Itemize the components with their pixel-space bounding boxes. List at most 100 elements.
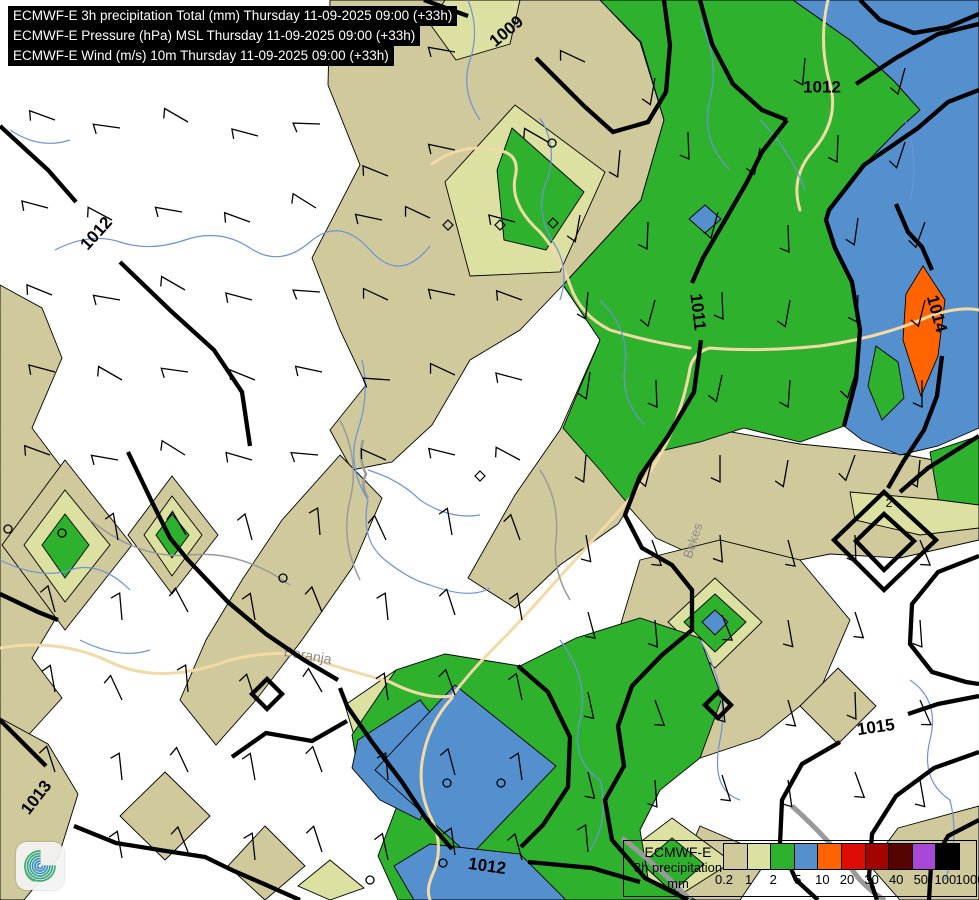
wind-barb bbox=[838, 454, 856, 482]
precip-area-khaki-0.2-1mm bbox=[227, 825, 306, 900]
legend-threshold-label: 1000 bbox=[955, 872, 979, 887]
wind-barb bbox=[374, 832, 389, 861]
wind-barb bbox=[785, 539, 796, 567]
wind-barb bbox=[908, 459, 921, 488]
wind-barb bbox=[438, 507, 453, 536]
wind-barb bbox=[509, 752, 523, 781]
wind-barb bbox=[715, 694, 726, 723]
wind-barb bbox=[439, 747, 456, 776]
legend-swatch-10mm bbox=[817, 843, 842, 870]
calm-wind-diamond bbox=[442, 219, 454, 231]
isobar-line bbox=[0, 124, 78, 204]
wind-barb bbox=[639, 299, 656, 328]
wind-barb bbox=[702, 211, 719, 240]
precip-area-khaki-0.2-1mm bbox=[119, 771, 211, 861]
legend-parameter-name: 3h precipitation bbox=[633, 860, 723, 875]
wind-barb bbox=[910, 299, 926, 328]
wind-barb bbox=[375, 672, 389, 701]
river-line bbox=[466, 0, 481, 121]
road-line bbox=[539, 469, 571, 601]
wind-barb bbox=[912, 380, 923, 409]
isobar-line bbox=[126, 451, 340, 682]
wind-barb bbox=[585, 611, 596, 639]
isobar-line bbox=[73, 824, 301, 900]
wind-barb bbox=[559, 49, 586, 63]
wind-barb bbox=[793, 57, 806, 86]
wind-barb bbox=[243, 832, 256, 861]
wind-barb bbox=[647, 619, 659, 648]
wind-barb bbox=[238, 673, 256, 701]
legend-swatch-20mm bbox=[840, 843, 866, 870]
wind-barb bbox=[912, 619, 923, 648]
wind-barb bbox=[637, 459, 653, 488]
wind-barb bbox=[442, 827, 456, 856]
wind-barb bbox=[305, 745, 323, 773]
wind-barb bbox=[914, 779, 926, 808]
wind-barb bbox=[847, 294, 859, 324]
calm-wind-circle bbox=[496, 778, 506, 788]
wind-barb bbox=[782, 619, 794, 648]
legend-threshold-label: 100 bbox=[934, 872, 957, 887]
river-line bbox=[759, 119, 806, 191]
road-line bbox=[620, 836, 692, 900]
legend-swatch-1mm bbox=[746, 843, 772, 870]
wind-barb bbox=[376, 592, 389, 621]
isobar-label: 1011 bbox=[686, 292, 709, 331]
river-line bbox=[54, 230, 431, 267]
region-label: 2 bbox=[886, 496, 893, 510]
wind-barb bbox=[354, 213, 383, 225]
wind-barb bbox=[231, 128, 259, 139]
river-line bbox=[367, 469, 481, 517]
wind-barb bbox=[584, 771, 596, 800]
wind-barb bbox=[888, 141, 906, 169]
wind-barb bbox=[103, 674, 123, 701]
map-title-pressure: ECMWF-E Pressure (hPa) MSL Thursday 11-0… bbox=[8, 26, 421, 46]
legend-swatch-5mm bbox=[793, 843, 819, 870]
wind-barb bbox=[160, 439, 186, 456]
legend-color-scale bbox=[723, 843, 960, 870]
country-border-line bbox=[795, 0, 835, 212]
legend-swatch-40mm bbox=[888, 843, 913, 870]
road-line bbox=[89, 519, 291, 586]
legend-threshold-label: 30 bbox=[864, 872, 879, 887]
isobar-line bbox=[230, 719, 349, 759]
wind-barb bbox=[776, 299, 791, 328]
wind-barb bbox=[576, 291, 589, 320]
legend-model-name: ECMWF-E bbox=[644, 844, 712, 860]
wind-barb bbox=[305, 825, 323, 853]
wind-barb bbox=[38, 745, 56, 773]
wind-barb bbox=[641, 77, 656, 106]
country-border-line bbox=[0, 307, 979, 699]
wind-barb bbox=[225, 292, 253, 303]
river-line bbox=[699, 639, 741, 801]
river-line bbox=[9, 129, 71, 144]
isobar-line bbox=[697, 0, 788, 122]
wind-barb bbox=[647, 379, 658, 408]
legend-threshold-label: 40 bbox=[888, 872, 904, 887]
isobar-line bbox=[894, 203, 934, 271]
wind-barb bbox=[292, 289, 321, 300]
legend-threshold-label: 10 bbox=[815, 872, 830, 887]
wind-barb bbox=[854, 771, 866, 799]
wind-barb bbox=[404, 205, 431, 219]
wind-barb bbox=[169, 746, 189, 773]
isobar-line bbox=[248, 675, 286, 713]
wind-barb bbox=[494, 446, 521, 461]
isobar-label: 1012 bbox=[803, 77, 841, 96]
wind-barb bbox=[779, 224, 790, 253]
wind-barb bbox=[651, 539, 663, 567]
wind-barb bbox=[362, 287, 389, 301]
wind-barb bbox=[302, 667, 323, 693]
wind-barb bbox=[708, 374, 723, 403]
river-line bbox=[599, 299, 646, 426]
calm-wind-circle bbox=[442, 778, 452, 788]
river-line bbox=[904, 119, 915, 201]
calm-wind-circle bbox=[438, 858, 448, 868]
river-line bbox=[79, 639, 151, 654]
wind-barb bbox=[92, 123, 121, 134]
isobar-line bbox=[823, 87, 979, 427]
wind-barb bbox=[438, 668, 456, 696]
wind-barb bbox=[785, 699, 797, 727]
wind-barb bbox=[488, 214, 516, 225]
